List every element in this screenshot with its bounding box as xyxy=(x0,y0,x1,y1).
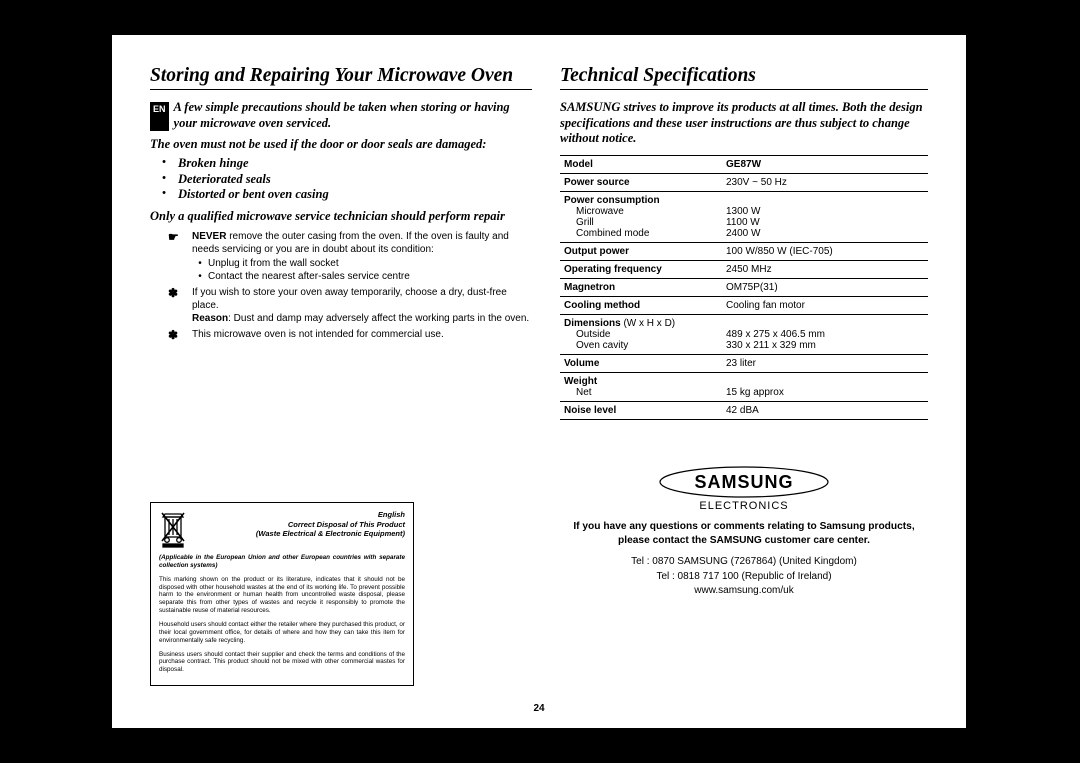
disposal-applicable: (Applicable in the European Union and ot… xyxy=(159,554,405,570)
disposal-box: English Correct Disposal of This Product… xyxy=(150,502,414,686)
disposal-text: Household users should contact either th… xyxy=(159,621,405,645)
two-column-layout: Storing and Repairing Your Microwave Ove… xyxy=(150,65,928,686)
contact-url: www.samsung.com/uk xyxy=(560,584,928,599)
disposal-title: English Correct Disposal of This Product… xyxy=(194,510,405,548)
contact-heading: If you have any questions or comments re… xyxy=(560,520,928,548)
contact-line: Tel : 0818 717 100 (Republic of Ireland) xyxy=(560,570,928,585)
weee-bin-icon xyxy=(159,510,187,548)
note-body: This microwave oven is not intended for … xyxy=(192,328,532,344)
table-row: Power source230V ~ 50 Hz xyxy=(560,173,928,191)
closing-line: Only a qualified microwave service techn… xyxy=(150,209,532,225)
disposal-text: This marking shown on the product or its… xyxy=(159,576,405,615)
warning-line: The oven must not be used if the door or… xyxy=(150,137,532,153)
left-column: Storing and Repairing Your Microwave Ove… xyxy=(150,65,532,686)
table-row: Weight Net 15 kg approx xyxy=(560,372,928,401)
table-row: ModelGE87W xyxy=(560,155,928,173)
language-badge: EN xyxy=(150,102,169,131)
page-number: 24 xyxy=(112,703,966,714)
list-item: •Distorted or bent oven casing xyxy=(150,187,532,203)
note-item: ✽ If you wish to store your oven away te… xyxy=(150,286,532,325)
asterisk-icon: ✽ xyxy=(150,328,192,344)
warning-bullets: •Broken hinge •Deteriorated seals •Disto… xyxy=(150,156,532,203)
right-column: Technical Specifications SAMSUNG strives… xyxy=(560,65,928,686)
table-row: Power consumption Microwave Grill Combin… xyxy=(560,191,928,242)
list-item: •Unplug it from the wall socket xyxy=(192,257,532,270)
table-row: Cooling methodCooling fan motor xyxy=(560,296,928,314)
table-row: Operating frequency2450 MHz xyxy=(560,260,928,278)
table-row: Dimensions (W x H x D) Outside Oven cavi… xyxy=(560,314,928,354)
note-item: ✽ This microwave oven is not intended fo… xyxy=(150,328,532,344)
table-row: MagnetronOM75P(31) xyxy=(560,278,928,296)
list-item: •Contact the nearest after-sales service… xyxy=(192,270,532,283)
right-heading: Technical Specifications xyxy=(560,65,928,90)
left-heading: Storing and Repairing Your Microwave Ove… xyxy=(150,65,532,90)
intro-block: EN A few simple precautions should be ta… xyxy=(150,100,532,131)
table-row: Volume23 liter xyxy=(560,354,928,372)
samsung-logo-icon: SAMSUNG xyxy=(659,466,829,498)
logo-subtext: ELECTRONICS xyxy=(560,500,928,512)
note-item: ☛ NEVER remove the outer casing from the… xyxy=(150,230,532,283)
contact-line: Tel : 0870 SAMSUNG (7267864) (United Kin… xyxy=(560,555,928,570)
asterisk-icon: ✽ xyxy=(150,286,192,325)
manual-page: Storing and Repairing Your Microwave Ove… xyxy=(112,35,966,728)
note-body: If you wish to store your oven away temp… xyxy=(192,286,532,325)
right-intro: SAMSUNG strives to improve its products … xyxy=(560,100,928,147)
list-item: •Deteriorated seals xyxy=(150,172,532,188)
spec-table: ModelGE87W Power source230V ~ 50 Hz Powe… xyxy=(560,155,928,420)
table-row: Output power100 W/850 W (IEC-705) xyxy=(560,242,928,260)
disposal-text: Business users should contact their supp… xyxy=(159,651,405,675)
list-item: •Broken hinge xyxy=(150,156,532,172)
note-body: NEVER remove the outer casing from the o… xyxy=(192,230,532,283)
table-row: Noise level42 dBA xyxy=(560,401,928,419)
notes-list: ☛ NEVER remove the outer casing from the… xyxy=(150,230,532,344)
pointer-icon: ☛ xyxy=(150,230,192,283)
svg-text:SAMSUNG: SAMSUNG xyxy=(694,472,793,492)
intro-text: A few simple precautions should be taken… xyxy=(174,100,532,131)
samsung-logo-block: SAMSUNG ELECTRONICS xyxy=(560,466,928,512)
